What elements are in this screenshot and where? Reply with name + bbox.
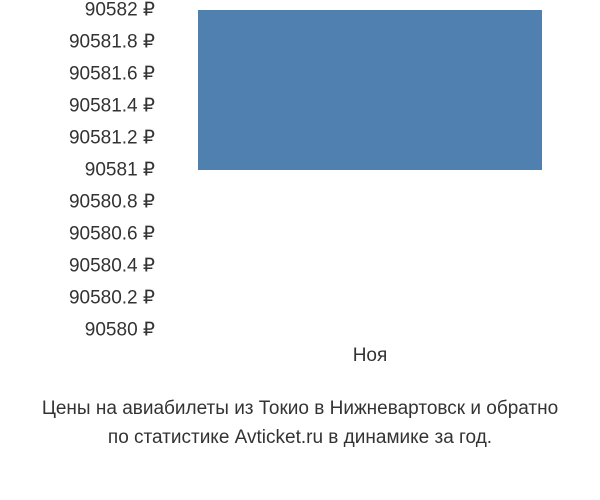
caption-line-2: по статистике Avticket.ru в динамике за … (0, 424, 600, 453)
y-tick: 90581.4 ₽ (69, 95, 165, 118)
y-tick: 90581 ₽ (85, 159, 165, 182)
y-tick: 90580.6 ₽ (69, 223, 165, 246)
bar (198, 10, 542, 170)
chart-container: 90582 ₽ 90581.8 ₽ 90581.6 ₽ 90581.4 ₽ 90… (0, 0, 600, 400)
x-tick: Ноя (353, 345, 388, 367)
plot-area: Ноя (170, 10, 570, 330)
chart-caption: Цены на авиабилеты из Токио в Нижневарто… (0, 395, 600, 452)
y-axis: 90582 ₽ 90581.8 ₽ 90581.6 ₽ 90581.4 ₽ 90… (0, 10, 165, 330)
y-tick: 90580.8 ₽ (69, 191, 165, 214)
y-tick: 90581.8 ₽ (69, 31, 165, 54)
y-tick: 90582 ₽ (85, 0, 165, 22)
y-tick: 90581.6 ₽ (69, 63, 165, 86)
y-tick: 90580 ₽ (85, 319, 165, 342)
caption-line-1: Цены на авиабилеты из Токио в Нижневарто… (0, 395, 600, 424)
y-tick: 90581.2 ₽ (69, 127, 165, 150)
y-tick: 90580.2 ₽ (69, 287, 165, 310)
y-tick: 90580.4 ₽ (69, 255, 165, 278)
